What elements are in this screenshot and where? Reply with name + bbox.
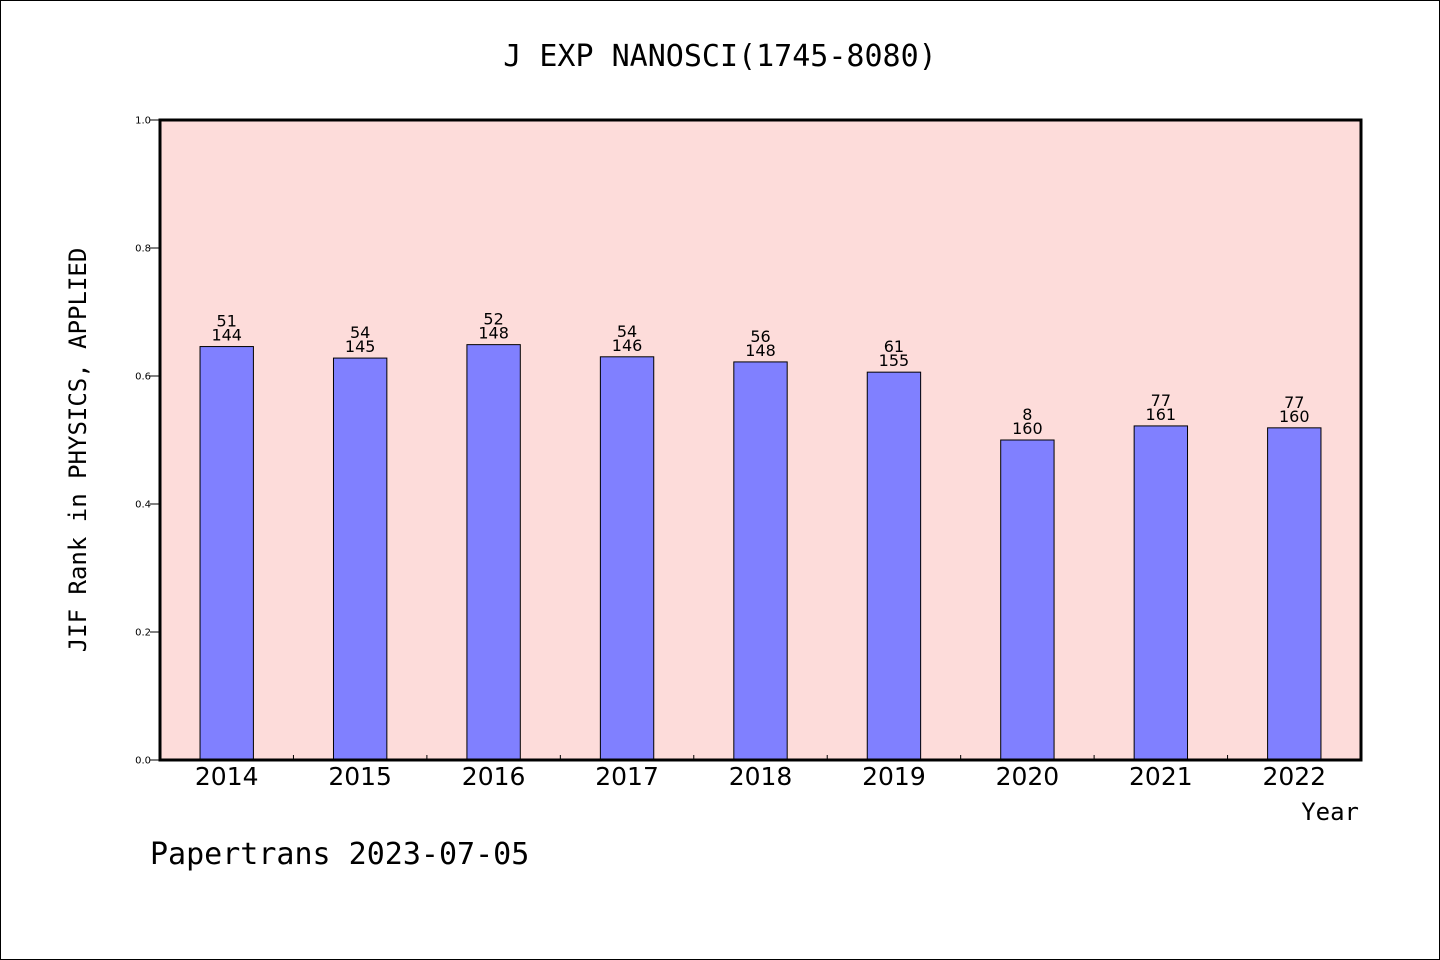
x-tick-label-2022: 2022	[1262, 762, 1326, 791]
x-tick-label-2020: 2020	[996, 762, 1060, 791]
y-tick-label: 0.8	[135, 244, 151, 255]
bar-2017	[599, 356, 655, 761]
plot-border	[158, 118, 1363, 762]
bar-2019	[866, 371, 922, 761]
bar-2018	[733, 361, 788, 761]
x-axis-ticks: 2014 2015 2016 2017 2018 2019 2020 2021 2022	[195, 755, 1326, 791]
x-tick-label-2017: 2017	[595, 762, 659, 791]
x-tick-label-2021: 2021	[1129, 762, 1193, 791]
y-axis-title: JIF Rank in PHYSICS, APPLIED	[64, 248, 92, 653]
x-tick-label-2015: 2015	[328, 762, 392, 791]
y-axis-ticks: 0.0 0.2 0.4 0.6 0.8 1.0	[135, 116, 160, 767]
bar-total-label-2019: 155	[879, 351, 910, 370]
bar-total-label-2018: 148	[745, 341, 776, 360]
bar-rank-label-2020: 8	[1022, 405, 1032, 424]
chart-title: J EXP NANOSCI(1745-8080)	[503, 39, 936, 74]
footer-text: Papertrans 2023-07-05	[150, 837, 529, 872]
bars-group	[199, 344, 1322, 761]
bar-2014	[199, 346, 254, 761]
bar-rank-label-2015: 54	[350, 323, 370, 342]
y-tick-label: 0.6	[135, 372, 151, 383]
bar-total-label-2015: 145	[345, 337, 376, 356]
bar-total-label-2022: 160	[1279, 407, 1310, 426]
bar-rank-label-2021: 77	[1151, 391, 1171, 410]
bar-rank-label-2014: 51	[217, 312, 237, 331]
y-tick-label: 0.0	[135, 756, 151, 767]
x-tick-label-2016: 2016	[462, 762, 526, 791]
y-tick-label: 0.4	[135, 500, 151, 511]
bar-2015	[332, 357, 388, 761]
bar-2021	[1133, 425, 1189, 761]
bar-total-label-2020: 160	[1012, 419, 1043, 438]
bar-rank-label-2017: 54	[617, 322, 637, 341]
bar-rank-label-2019: 61	[884, 337, 904, 356]
bar-rank-label-2016: 52	[483, 310, 503, 329]
y-tick-label: 1.0	[135, 116, 151, 127]
bar-2022	[1267, 427, 1322, 761]
bar-total-label-2016: 148	[478, 324, 509, 343]
bar-2016	[466, 344, 521, 761]
x-tick-label-2019: 2019	[862, 762, 926, 791]
bar-rank-label-2018: 56	[750, 327, 770, 346]
x-tick-label-2018: 2018	[729, 762, 793, 791]
x-tick-label-2014: 2014	[195, 762, 259, 791]
bar-total-label-2017: 146	[612, 336, 643, 355]
bar-2020	[1000, 439, 1055, 761]
y-tick-label: 0.2	[135, 628, 151, 639]
bar-rank-label-2022: 77	[1284, 393, 1304, 412]
bar-total-label-2014: 144	[211, 326, 242, 345]
x-axis-title: Year	[1301, 798, 1359, 826]
bar-total-label-2021: 161	[1146, 405, 1177, 424]
